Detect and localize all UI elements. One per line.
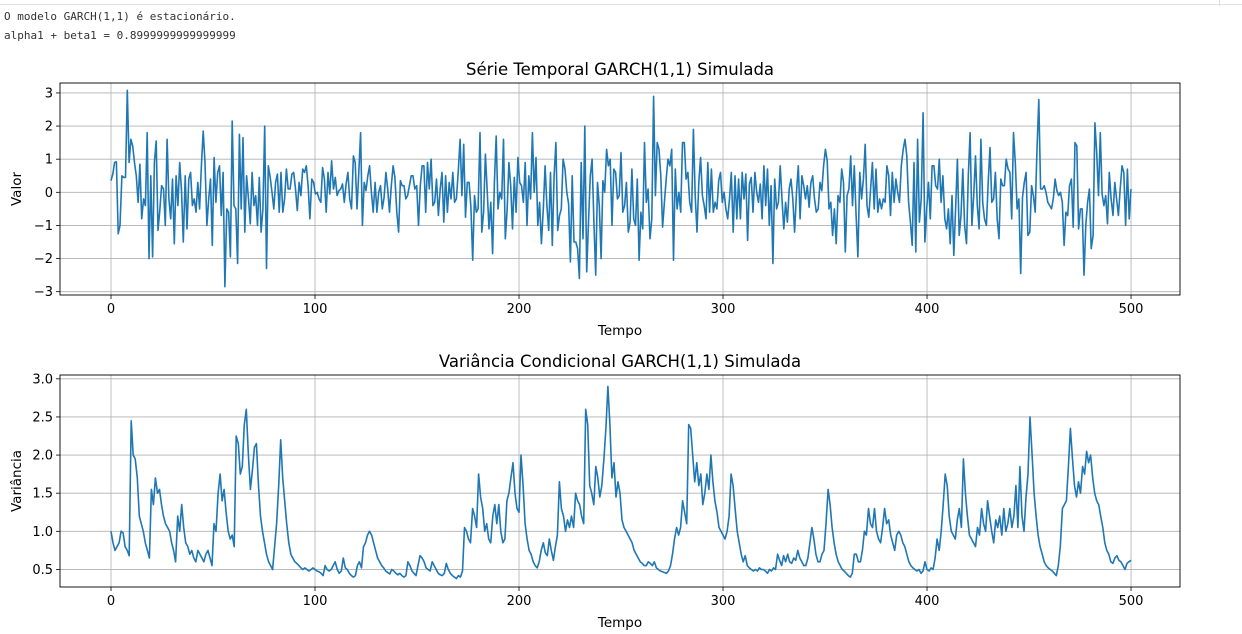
y-tick-label: −1 [34,219,53,234]
y-tick-label: 2 [45,120,53,135]
x-tick-label: 0 [107,594,115,609]
y-tick-label: 0 [45,186,53,201]
chart-2: 0 100 200 300 400 500 0.5 1.0 1.5 2.0 2.5 3.0 Variân… [9,352,1181,631]
y-tick-label: −2 [34,252,53,267]
x-tick-label: 200 [507,594,532,609]
cell-top-border [0,0,1242,6]
y-tick-label: 2.5 [32,410,53,425]
x-tick-label: 100 [303,302,328,317]
chart-1: 0 100 200 300 400 500 −3 −2 −1 0 1 2 3 Série Temporal… [9,60,1181,339]
x-tick-label: 300 [711,594,736,609]
y-tick-label: 3.0 [32,372,53,387]
chart-title: Série Temporal GARCH(1,1) Simulada [466,60,774,79]
x-tick-label: 500 [1119,594,1144,609]
x-axis-label: Tempo [597,615,642,631]
x-tick-label: 100 [303,594,328,609]
y-tick-label: 1 [45,153,53,168]
output-line-alpha-beta: alpha1 + beta1 = 0.8999999999999999 [4,29,236,42]
x-axis-label: Tempo [597,323,642,339]
plot-frame [59,374,1181,588]
y-tick-label: 2.0 [32,449,53,464]
y-axis-label: Valor [9,172,25,206]
x-tick-label: 400 [915,302,940,317]
chart-title: Variância Condicional GARCH(1,1) Simulad… [439,352,801,371]
x-tick-label: 0 [107,302,115,317]
x-tick-label: 300 [711,302,736,317]
y-tick-label: 1.0 [32,525,53,540]
series-line [110,89,1132,288]
y-tick-label: −3 [34,285,53,300]
y-tick-label: 1.5 [32,487,53,502]
y-tick-label: 3 [45,86,53,101]
series-line [110,385,1132,580]
cell-corner-tab [1219,0,1242,6]
x-tick-label: 400 [915,594,940,609]
y-tick-label: 0.5 [32,563,53,578]
plot-frame [59,82,1181,296]
figure: 0 100 200 300 400 500 −3 −2 −1 0 1 2 3 Série Temporal… [9,60,1181,631]
x-tick-label: 200 [507,302,532,317]
output-line-stationary: O modelo GARCH(1,1) é estacionário. [4,10,236,23]
x-tick-label: 500 [1119,302,1144,317]
y-axis-label: Variância [9,450,25,512]
